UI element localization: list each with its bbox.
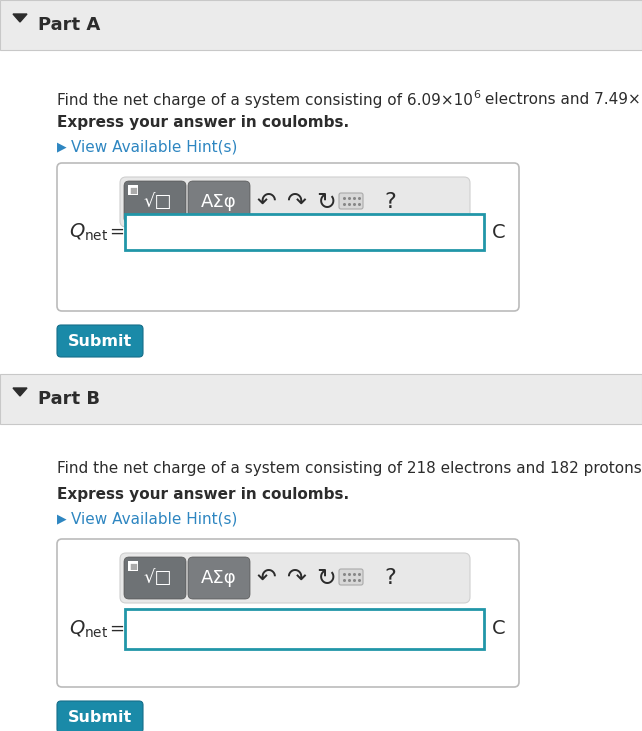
Text: ↷: ↷	[286, 190, 306, 214]
Text: Submit: Submit	[68, 333, 132, 349]
Text: AΣφ: AΣφ	[201, 569, 237, 587]
Text: $Q_{\mathrm{net}}$: $Q_{\mathrm{net}}$	[69, 221, 108, 243]
FancyBboxPatch shape	[188, 181, 250, 223]
FancyBboxPatch shape	[57, 539, 519, 687]
Text: √□: √□	[144, 193, 172, 211]
Text: ?: ?	[384, 568, 396, 588]
FancyBboxPatch shape	[120, 177, 470, 227]
Text: 6: 6	[473, 90, 480, 100]
Text: $Q_{\mathrm{net}}$: $Q_{\mathrm{net}}$	[69, 618, 108, 640]
Bar	[0, 50, 642, 380]
Text: =: =	[109, 223, 124, 241]
FancyBboxPatch shape	[339, 569, 363, 585]
Text: ■: ■	[129, 561, 137, 570]
Text: ■: ■	[129, 186, 137, 194]
FancyBboxPatch shape	[124, 557, 186, 599]
FancyBboxPatch shape	[57, 325, 143, 357]
Polygon shape	[13, 388, 27, 396]
Text: C: C	[492, 222, 506, 241]
Text: ↻: ↻	[316, 566, 336, 590]
Text: Find the net charge of a system consisting of 218 electrons and 182 protons.: Find the net charge of a system consisti…	[57, 461, 642, 477]
Text: ▶: ▶	[57, 512, 67, 526]
Bar	[0, 374, 642, 424]
Text: ↻: ↻	[316, 190, 336, 214]
Text: electrons and 7.49×10: electrons and 7.49×10	[480, 93, 642, 107]
Polygon shape	[13, 14, 27, 22]
Bar	[125, 609, 484, 649]
Text: ↶: ↶	[256, 190, 276, 214]
FancyBboxPatch shape	[124, 181, 186, 223]
Bar	[0, 0, 642, 50]
FancyBboxPatch shape	[188, 557, 250, 599]
FancyBboxPatch shape	[339, 193, 363, 209]
Text: ▶: ▶	[57, 140, 67, 154]
Text: Express your answer in coulombs.: Express your answer in coulombs.	[57, 115, 349, 129]
FancyBboxPatch shape	[57, 701, 143, 731]
Text: ↷: ↷	[286, 566, 306, 590]
Text: AΣφ: AΣφ	[201, 193, 237, 211]
Text: √□: √□	[144, 569, 172, 587]
Bar	[125, 214, 484, 250]
Text: View Available Hint(s): View Available Hint(s)	[71, 140, 238, 154]
Text: Part A: Part A	[38, 16, 100, 34]
Text: Part B: Part B	[38, 390, 100, 408]
Bar	[0, 424, 642, 731]
Text: C: C	[492, 619, 506, 638]
Text: View Available Hint(s): View Available Hint(s)	[71, 512, 238, 526]
FancyBboxPatch shape	[120, 553, 470, 603]
Text: Find the net charge of a system consisting of 6.09×10: Find the net charge of a system consisti…	[57, 93, 473, 107]
FancyBboxPatch shape	[57, 163, 519, 311]
Text: Submit: Submit	[68, 710, 132, 724]
Text: ?: ?	[384, 192, 396, 212]
Bar	[128, 185, 138, 195]
Text: Express your answer in coulombs.: Express your answer in coulombs.	[57, 487, 349, 501]
Text: =: =	[109, 620, 124, 638]
Bar	[128, 561, 138, 571]
Text: ↶: ↶	[256, 566, 276, 590]
